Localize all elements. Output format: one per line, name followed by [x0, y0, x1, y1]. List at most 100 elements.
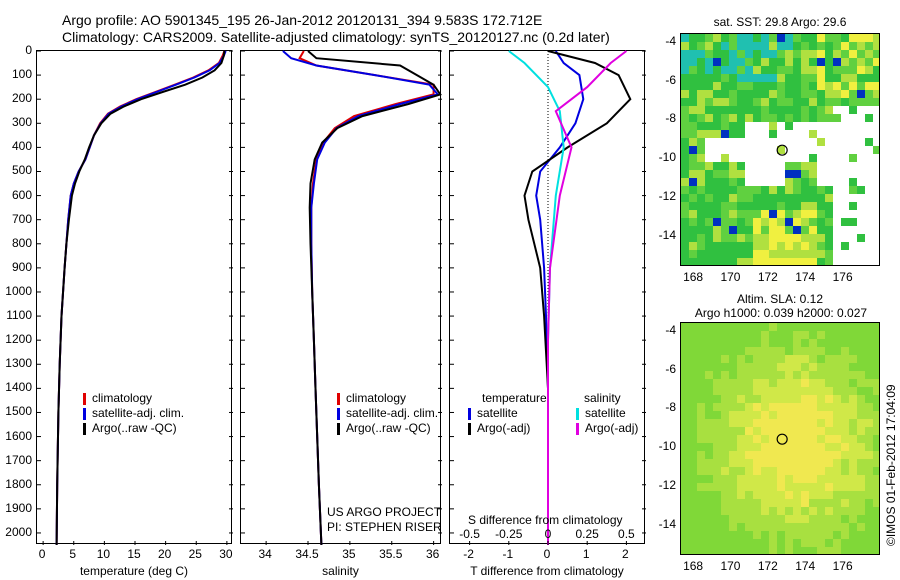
- map-lat-tick-label: -4: [665, 322, 676, 337]
- legend-argo: Argo(..raw -QC): [346, 421, 431, 435]
- s-diff-tick-label: -0.25: [495, 527, 523, 541]
- argo-swatch: [83, 422, 86, 435]
- legend-satellite: satellite-adj. clim.: [92, 406, 185, 420]
- depth-tick-label: 700: [11, 211, 32, 226]
- series-line-satellite-adj-clim-: [55, 50, 227, 546]
- salinity-x-label: salinity: [322, 564, 359, 578]
- depth-tick-label: 400: [11, 139, 32, 154]
- map-lat-tick-label: -6: [665, 72, 676, 87]
- x-tick-label: 35.5: [379, 547, 403, 561]
- profile-location-marker: [776, 144, 788, 156]
- depth-tick-label: 1200: [5, 332, 32, 347]
- temperature-legend: climatology satellite-adj. clim. Argo(..…: [83, 391, 184, 436]
- temperature-profile-svg: [37, 50, 233, 546]
- legend-satellite: satellite-adj. clim.: [346, 406, 439, 420]
- x-tick-label: 0: [543, 547, 551, 561]
- sla-map-svg: [681, 323, 879, 554]
- s-diff-tick-label: 0.25: [575, 527, 599, 541]
- pi-note: PI: STEPHEN RISER: [327, 520, 442, 534]
- depth-tick-label: 1600: [5, 428, 32, 443]
- sst-map-svg: [681, 34, 879, 265]
- x-tick-label: -1: [502, 547, 514, 561]
- header-title-line2: Climatology: CARS2009. Satellite-adjuste…: [62, 29, 610, 45]
- map-lon-tick-label: 176: [832, 559, 853, 573]
- map-lat-tick-label: -14: [658, 516, 676, 531]
- climatology-swatch: [337, 392, 340, 405]
- temp-satellite-swatch: [468, 407, 471, 420]
- satellite-swatch: [337, 407, 340, 420]
- series-line-salinity-argo-adj-: [547, 50, 628, 545]
- series-line-argo-raw-qc-: [307, 50, 442, 546]
- map-lon-tick-label: 168: [683, 559, 704, 573]
- imos-credit: ©IMOS 01-Feb-2012 17:04:09: [884, 384, 898, 546]
- map-lat-tick-label: -6: [665, 361, 676, 376]
- legend-argo: Argo(..raw -QC): [92, 421, 177, 435]
- x-tick-label: 2: [622, 547, 629, 561]
- depth-tick-label: 1700: [5, 452, 32, 467]
- depth-tick-label: 200: [11, 91, 32, 106]
- map-lon-tick-label: 170: [720, 270, 741, 284]
- depth-tick-label: 100: [11, 67, 32, 82]
- legend-climatology: climatology: [92, 391, 153, 405]
- x-tick-label: -2: [463, 547, 474, 561]
- depth-tick-label: 800: [11, 235, 32, 250]
- s-diff-tick-label: 0.5: [618, 527, 635, 541]
- x-tick-label: 20: [157, 547, 172, 561]
- sal-legend-heading: salinity: [584, 391, 621, 405]
- depth-tick-label: 900: [11, 259, 32, 274]
- map-lat-tick-label: -8: [665, 400, 676, 415]
- salinity-profile-plot: climatology satellite-adj. clim. Argo(..…: [240, 50, 442, 546]
- series-line-argo-raw-qc-: [55, 50, 226, 546]
- t-difference-x-label: T difference from climatology: [470, 564, 624, 578]
- x-tick-label: 35: [342, 547, 356, 561]
- salinity-legend: climatology satellite-adj. clim. Argo(..…: [337, 391, 438, 436]
- map-lat-tick-label: -4: [665, 33, 676, 48]
- sal-argo-swatch: [576, 422, 579, 435]
- x-tick-label: 5: [69, 547, 77, 561]
- sla-map-title1: Altim. SLA: 0.12: [736, 292, 824, 306]
- x-tick-label: 1: [582, 547, 590, 561]
- x-tick-label: 25: [188, 547, 202, 561]
- x-tick-label: 30: [219, 547, 233, 561]
- temperature-profile-plot: climatology satellite-adj. clim. Argo(..…: [36, 50, 233, 546]
- sla-map: [680, 322, 880, 555]
- map-pixels: [681, 34, 879, 265]
- salinity-profile-svg: [241, 50, 442, 546]
- map-lat-tick-label: -10: [658, 150, 676, 165]
- header-title-line1: Argo profile: AO 5901345_195 26-Jan-2012…: [62, 12, 543, 28]
- depth-tick-label: 1300: [5, 356, 32, 371]
- difference-svg: [450, 50, 646, 545]
- sst-map-title: sat. SST: 29.8 Argo: 29.6: [713, 15, 847, 29]
- legend-temp-satellite: satellite: [477, 406, 518, 420]
- depth-tick-label: 1100: [6, 308, 32, 323]
- sla-map-title2: Argo h1000: 0.039 h2000: 0.027: [694, 306, 868, 320]
- map-lon-tick-label: 176: [832, 270, 853, 284]
- map-lon-tick-label: 170: [720, 559, 741, 573]
- profile-location-marker: [776, 433, 788, 445]
- depth-tick-label: 300: [11, 115, 32, 130]
- s-difference-title: S difference from climatology: [468, 513, 623, 527]
- legend-sal-argo: Argo(-adj): [585, 421, 639, 435]
- difference-sal-legend: salinity satellite Argo(-adj): [576, 391, 638, 436]
- difference-temp-legend: temperature satellite Argo(-adj): [468, 391, 547, 436]
- project-note: US ARGO PROJECT: [327, 505, 442, 519]
- x-tick-label: 36: [425, 547, 440, 561]
- x-tick-label: 15: [127, 547, 141, 561]
- map-lon-tick-label: 174: [795, 270, 816, 284]
- temp-argo-swatch: [468, 422, 471, 435]
- depth-tick-label: 2000: [5, 524, 32, 539]
- depth-tick-label: 1000: [5, 283, 32, 298]
- x-tick-label: 10: [96, 547, 111, 561]
- legend-temp-argo: Argo(-adj): [477, 421, 531, 435]
- difference-plot: temperature satellite Argo(-adj) salinit…: [449, 50, 646, 545]
- depth-tick-label: 600: [11, 187, 32, 202]
- depth-tick-label: 500: [11, 163, 32, 178]
- satellite-swatch: [83, 407, 86, 420]
- map-lon-tick-label: 174: [795, 559, 816, 573]
- series-line-satellite-adj-clim-: [282, 50, 440, 546]
- sal-satellite-swatch: [576, 407, 579, 420]
- map-lat-tick-label: -12: [658, 189, 676, 204]
- map-lat-tick-label: -8: [665, 111, 676, 126]
- series-line-temperature-argo-adj-: [523, 50, 632, 545]
- series-line-climatology: [55, 50, 226, 546]
